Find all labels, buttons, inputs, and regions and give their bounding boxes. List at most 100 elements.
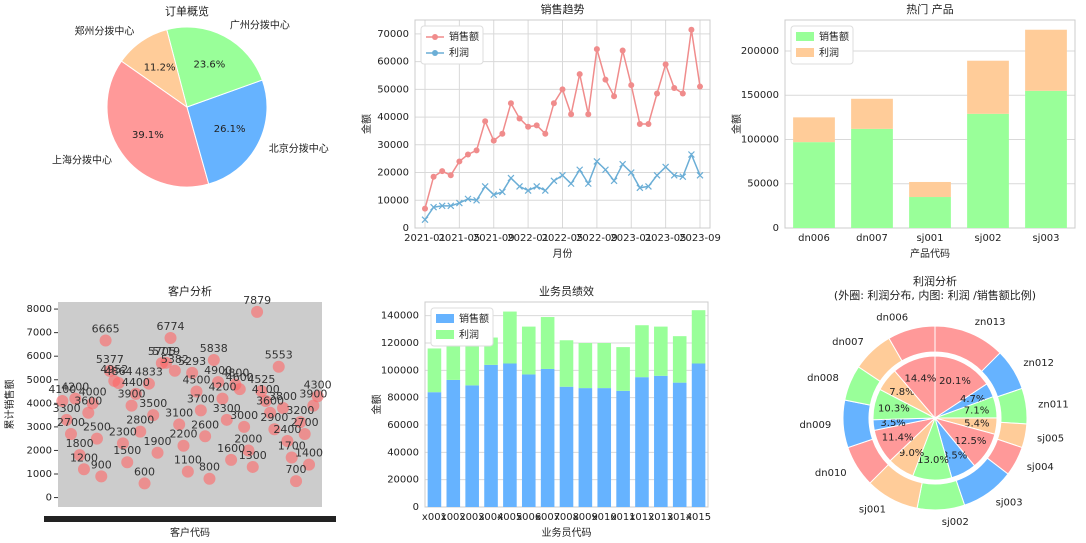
- scatter-point: [125, 399, 138, 412]
- y-tick-label: 30000: [377, 140, 409, 151]
- scatter-point: [82, 406, 95, 419]
- y-tick-label: 40000: [377, 112, 409, 123]
- bar-segment: [672, 336, 687, 383]
- point-label: 600: [134, 465, 155, 478]
- point-label: 3500: [139, 397, 167, 410]
- line-marker: [679, 173, 687, 181]
- bar-segment: [793, 117, 835, 143]
- line-marker: [430, 203, 438, 211]
- line-marker: [482, 118, 489, 125]
- point-label: 5293: [178, 355, 206, 368]
- pie-category-label: 北京分拨中心: [269, 142, 329, 155]
- x-tick-label: x005: [497, 512, 522, 523]
- scatter-point: [207, 354, 220, 367]
- point-label: 800: [199, 461, 220, 474]
- pie-slice: [857, 337, 903, 383]
- x-tick-label: x001: [422, 512, 447, 523]
- line-marker: [602, 76, 609, 83]
- bar-segment: [559, 386, 574, 507]
- point-label: 1700: [278, 440, 306, 453]
- point-label: 6665: [92, 323, 120, 336]
- pie-slice: [847, 438, 890, 484]
- y-tick-label: 70000: [377, 29, 409, 40]
- y-tick-label: 0: [403, 223, 409, 234]
- pie-value-label: 23.6%: [193, 60, 225, 71]
- pie-slice: [980, 352, 1023, 398]
- y-tick-label: 100000: [381, 365, 419, 376]
- x-tick-label: x003: [460, 512, 485, 523]
- outer-category-label: dn007: [832, 337, 864, 348]
- scatter-point: [177, 439, 190, 452]
- line-marker: [473, 147, 480, 154]
- inner-value-label: 10.3%: [878, 404, 910, 415]
- bar-segment: [654, 375, 668, 507]
- line-marker: [447, 202, 455, 210]
- point-label: 3300: [213, 402, 241, 415]
- line-marker: [568, 111, 575, 118]
- x-tick-label: 2022-09: [576, 233, 618, 244]
- point-label: 4100: [48, 383, 76, 396]
- point-label: 5838: [200, 342, 228, 355]
- point-label: 3800: [269, 390, 297, 403]
- x-tick-label: x011: [611, 512, 636, 523]
- x-axis-label: 业务员代码: [542, 526, 592, 539]
- point-label: 1900: [144, 435, 172, 448]
- inner-value-label: 20.1%: [939, 376, 971, 387]
- point-label: 2700: [57, 416, 85, 429]
- scatter-point: [225, 453, 238, 466]
- chart-panel: 客户分析 0 1000 2000 3000 4000 5000 6000 7000 8000 客户代…: [3, 284, 336, 539]
- pie-slice: [844, 366, 881, 406]
- y-tick-label: 8000: [27, 304, 52, 315]
- chart-title: 订单概览: [165, 4, 209, 18]
- scatter-point: [311, 390, 324, 403]
- bar-segment: [503, 311, 517, 364]
- scatter-point: [277, 402, 290, 415]
- line-marker: [490, 191, 498, 199]
- outer-category-label: dn006: [876, 313, 908, 324]
- outer-category-label: dn008: [807, 373, 839, 384]
- scatter-point: [151, 446, 164, 459]
- point-label: 3700: [187, 392, 215, 405]
- line-marker: [619, 47, 626, 54]
- line-marker: [679, 90, 686, 97]
- scatter-point: [303, 458, 316, 471]
- line-marker: [490, 137, 497, 144]
- scatter-point: [116, 437, 129, 450]
- pie-slice: [888, 325, 936, 362]
- chart-title: 客户分析: [168, 284, 212, 298]
- y-tick-label: 10000: [377, 195, 409, 206]
- bar-segment: [578, 343, 593, 389]
- line-marker: [455, 199, 463, 207]
- pie-slice: [166, 26, 263, 108]
- point-label: 1400: [295, 447, 323, 460]
- line-marker: [430, 173, 437, 180]
- line-marker: [507, 174, 515, 182]
- line-marker: [636, 121, 643, 127]
- legend-swatch: [436, 314, 454, 323]
- pie-slice: [186, 79, 268, 185]
- bar-segment: [635, 325, 649, 378]
- point-label: 4100: [252, 383, 280, 396]
- pie-slice: [893, 355, 936, 420]
- scatter-point: [212, 376, 225, 389]
- line-marker: [670, 171, 678, 179]
- scatter-point: [186, 366, 199, 379]
- scatter-point: [73, 449, 86, 462]
- scatter-point: [142, 377, 155, 390]
- bar-segment: [851, 128, 893, 228]
- chart-title: 销售趋势: [541, 2, 585, 16]
- scatter-point: [251, 305, 264, 318]
- outer-category-label: sj005: [1037, 433, 1064, 444]
- y-tick-label: 0: [46, 493, 52, 504]
- line-marker: [533, 122, 540, 129]
- bar-segment: [540, 368, 555, 507]
- point-label: 2800: [126, 414, 154, 427]
- outer-category-label: sj002: [942, 517, 969, 528]
- x-tick-label: dn006: [798, 233, 830, 244]
- bar-segment: [909, 197, 951, 228]
- bar-segment: [851, 98, 893, 129]
- bar-segment: [691, 363, 706, 507]
- scatter-point: [56, 394, 69, 407]
- legend-label: 利润: [459, 328, 479, 341]
- inner-value-label: 12.5%: [955, 436, 987, 447]
